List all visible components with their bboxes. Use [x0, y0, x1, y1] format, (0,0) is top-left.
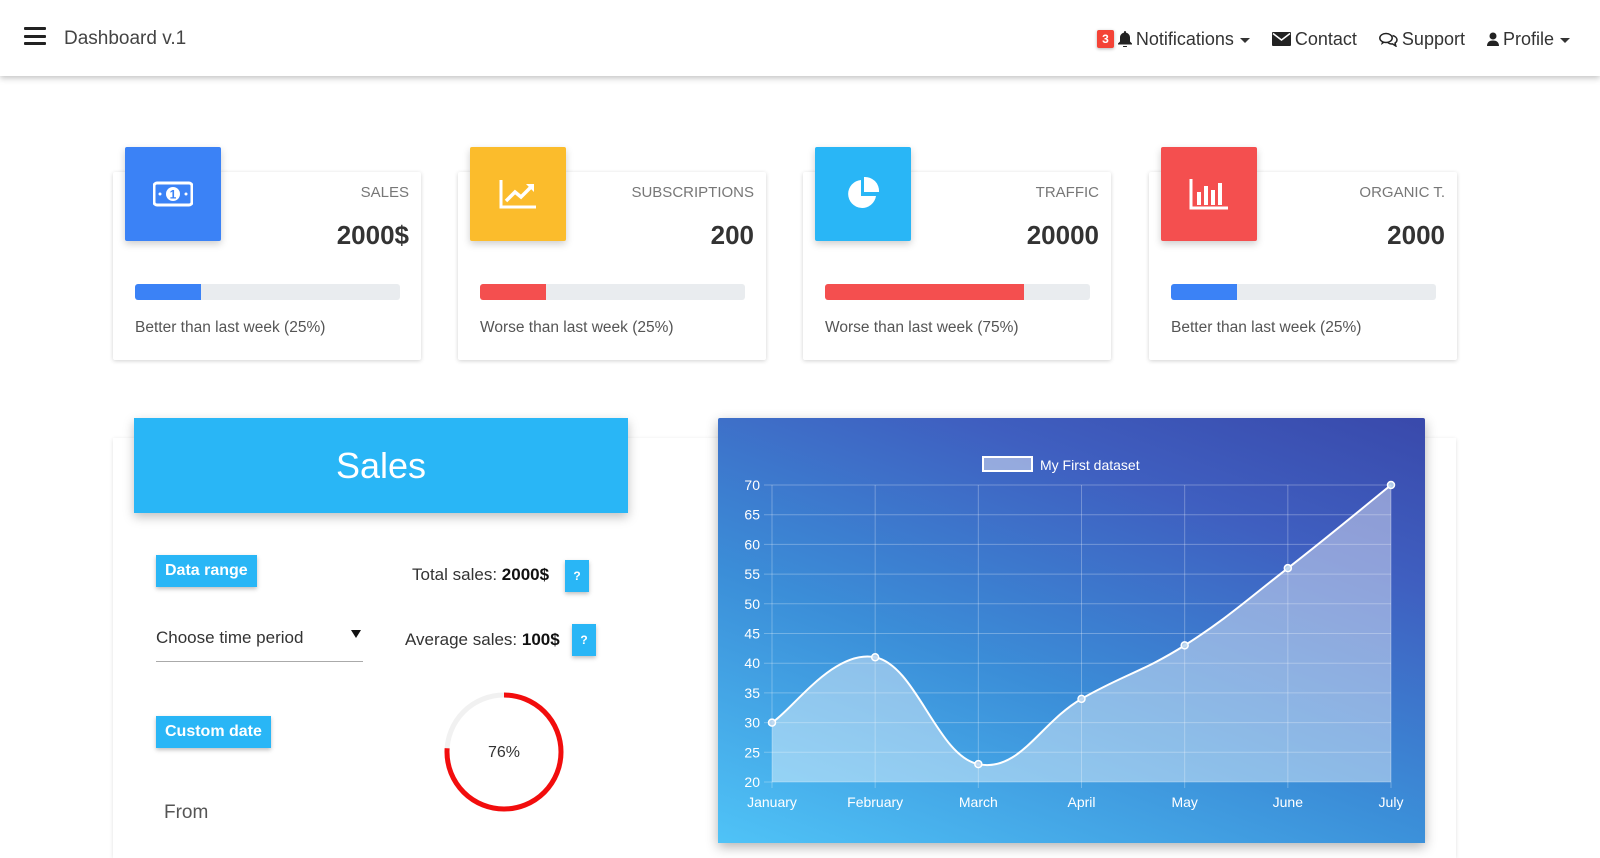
card-value: 200 [710, 220, 754, 250]
card-footer: Better than last week (25%) [135, 319, 326, 336]
dropdown-arrow-icon [351, 630, 361, 638]
time-period-value: Choose time period [156, 628, 304, 647]
contact-link[interactable]: Contact [1271, 28, 1357, 50]
y-tick-label: 30 [744, 715, 760, 731]
card-value: 2000$ [336, 220, 409, 250]
card-footer: Better than last week (25%) [1171, 319, 1362, 336]
data-point [1077, 694, 1086, 704]
x-tick-label: March [959, 794, 998, 810]
data-point [1283, 563, 1293, 573]
line-chart-icon [470, 147, 566, 241]
card-label: TRAFFIC [1035, 184, 1099, 201]
average-sales-help-button[interactable]: ? [572, 624, 596, 656]
chevron-down-icon [1560, 37, 1570, 43]
data-point [1386, 480, 1396, 490]
sales-card: 1 SALES 2000$ Better than last week (25%… [113, 147, 421, 360]
average-sales: Average sales: 100$ [405, 630, 560, 650]
bell-icon [1117, 31, 1132, 47]
y-tick-label: 45 [744, 626, 760, 642]
legend-swatch [982, 456, 1033, 472]
y-tick-label: 70 [744, 477, 760, 493]
data-point [767, 718, 777, 727]
brand-title[interactable]: Dashboard v.1 [64, 28, 187, 49]
custom-date-button[interactable]: Custom date [156, 716, 271, 748]
card-label: SUBSCRIPTIONS [631, 184, 754, 201]
svg-text:1: 1 [170, 188, 177, 202]
y-tick-label: 65 [744, 507, 760, 523]
donut-percent-text: 76% [488, 744, 520, 761]
chart-svg: 20 25 30 35 40 45 50 55 60 65 70 January February Mar… [744, 456, 1404, 810]
x-tick-label: April [1067, 794, 1095, 810]
data-point [870, 653, 880, 662]
sales-line-chart: 20 25 30 35 40 45 50 55 60 65 70 January February Mar… [718, 418, 1425, 843]
subscriptions-card: SUBSCRIPTIONS 200 Worse than last week (… [458, 147, 766, 360]
progress-fill [135, 284, 202, 300]
contact-label: Contact [1294, 28, 1357, 49]
x-tick-label: January [747, 794, 797, 810]
total-sales-help-button[interactable]: ? [565, 560, 589, 592]
profile-menu[interactable]: Profile [1486, 28, 1570, 50]
legend-label: My First dataset [1040, 457, 1140, 473]
progress-bar [825, 284, 1090, 300]
bar-chart-icon [1161, 147, 1257, 241]
envelope-icon [1271, 32, 1291, 46]
notifications-menu[interactable]: 3 Notifications [1097, 29, 1250, 50]
progress-bar [1171, 284, 1436, 300]
card-value: 2000 [1387, 220, 1445, 250]
card-footer: Worse than last week (25%) [480, 319, 674, 336]
card-label: ORGANIC T. [1359, 184, 1445, 201]
total-sales: Total sales: 2000$ [412, 565, 549, 585]
progress-donut: 76% [444, 692, 564, 812]
sales-title: Sales [134, 418, 628, 513]
donut-arc [444, 692, 564, 812]
menu-icon[interactable] [24, 27, 46, 45]
card-label: SALES [360, 184, 409, 201]
average-sales-value: 100$ [521, 630, 560, 649]
chevron-down-icon [1239, 37, 1250, 43]
series-area [772, 485, 1391, 782]
card-footer: Worse than last week (75%) [825, 319, 1019, 336]
navbar: Dashboard v.1 3 Notifications Contact Su… [0, 0, 1600, 76]
x-tick-label: May [1171, 794, 1197, 810]
average-sales-label: Average sales: [405, 630, 518, 649]
support-link[interactable]: Support [1378, 28, 1465, 50]
notification-count-badge: 3 [1097, 30, 1114, 48]
progress-fill [825, 284, 1024, 300]
progress-fill [1171, 284, 1238, 300]
data-range-button[interactable]: Data range [156, 555, 257, 587]
money-icon: 1 [125, 147, 221, 241]
comments-icon [1378, 32, 1398, 47]
profile-label: Profile [1502, 28, 1554, 49]
x-tick-label: February [847, 794, 903, 810]
x-tick-label: June [1273, 794, 1304, 810]
time-period-select[interactable]: Choose time period [156, 618, 363, 662]
card-value: 20000 [1026, 220, 1099, 250]
y-tick-label: 55 [744, 566, 760, 582]
progress-bar [480, 284, 745, 300]
progress-bar [135, 284, 400, 300]
y-tick-label: 20 [744, 774, 760, 790]
from-label: From [164, 802, 209, 823]
y-tick-label: 50 [744, 596, 760, 612]
pie-chart-icon [815, 147, 911, 241]
nav-right: 3 Notifications Contact Support Profile [1097, 24, 1600, 54]
total-sales-label: Total sales: [412, 565, 498, 584]
y-tick-label: 40 [744, 655, 760, 671]
notifications-label: Notifications [1135, 28, 1234, 49]
user-icon [1486, 32, 1499, 46]
data-point [974, 759, 983, 769]
traffic-card: TRAFFIC 20000 Worse than last week (75%) [803, 147, 1111, 360]
organic-traffic-card: ORGANIC T. 2000 Better than last week (2… [1149, 147, 1457, 360]
y-tick-label: 25 [744, 744, 760, 760]
x-tick-label: July [1379, 794, 1404, 810]
data-point [1180, 641, 1189, 650]
y-tick-label: 60 [744, 536, 760, 552]
support-label: Support [1401, 28, 1465, 49]
total-sales-value: 2000$ [501, 565, 550, 584]
progress-fill [480, 284, 547, 300]
y-tick-label: 35 [744, 685, 760, 701]
